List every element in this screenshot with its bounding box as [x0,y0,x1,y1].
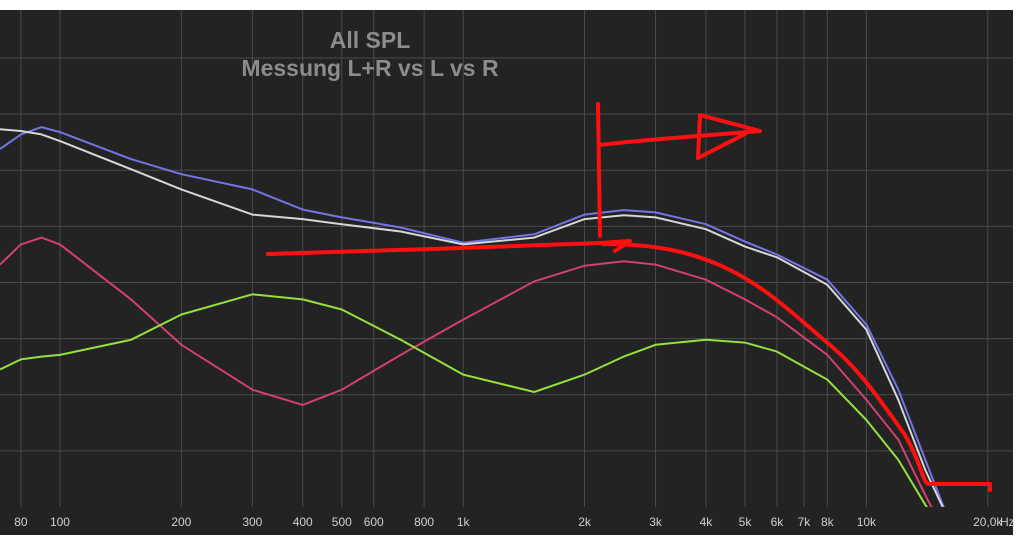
series-line [0,128,944,507]
x-tick-label: 500 [332,515,352,529]
x-tick-label: 7k [798,515,812,529]
x-tick-label: 5k [739,515,753,529]
x-tick-label: 6k [771,515,785,529]
x-tick-label: 1k [457,515,471,529]
lines [0,126,945,507]
x-tick-label: 600 [364,515,384,529]
x-tick-label: 80 [14,515,28,529]
annotation-stroke [598,113,762,160]
x-tick-label: 10k [857,515,877,529]
series-line [0,126,945,507]
plot-background [0,10,1013,535]
annotation-stroke [596,102,602,238]
x-tick-label: 800 [414,515,434,529]
x-tick-label: 20,0k [973,515,1003,529]
series-line [0,236,933,507]
x-tick-label: 3k [649,515,663,529]
x-tick-label: 2k [578,515,592,529]
annotation-stroke [266,239,632,256]
annotation-drawing [266,102,992,492]
x-tick-label: 400 [293,515,313,529]
series-line [0,293,928,507]
x-tick-label: 300 [242,515,262,529]
chart-subtitle: Messung L+R vs L vs R [241,55,499,81]
x-tick-label: 8k [821,515,835,529]
x-tick-label: 4k [700,515,714,529]
x-unit: Hz [1000,515,1015,529]
annotation-stroke [601,242,992,492]
x-ticks: 80 100 200 300 400 500 600 800 1k 2k 3k 4k 5k 6k 7k 8k 1… [14,515,1003,529]
x-tick-label: 200 [171,515,191,529]
chart-title: All SPL [330,27,411,53]
x-tick-label: 100 [50,515,70,529]
